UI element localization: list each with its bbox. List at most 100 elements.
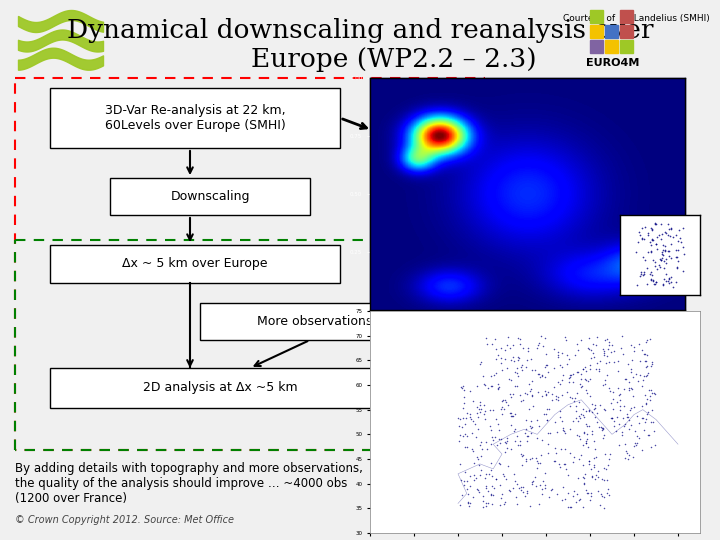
Point: [492, 420, 504, 428]
Point: [500, 355, 511, 364]
Point: [556, 363, 567, 372]
Point: [563, 355, 575, 363]
Point: [675, 238, 687, 247]
Point: [542, 368, 554, 376]
Point: [518, 487, 529, 496]
Point: [541, 361, 553, 369]
Point: [516, 451, 528, 460]
Point: [617, 350, 629, 359]
Point: [626, 340, 637, 349]
Point: [515, 334, 526, 343]
Point: [464, 387, 475, 396]
Point: [554, 361, 566, 369]
Point: [577, 404, 589, 413]
Point: [486, 381, 498, 390]
Point: [577, 502, 588, 511]
Point: [493, 383, 505, 391]
Point: [597, 424, 608, 433]
Point: [557, 423, 569, 432]
Point: [505, 375, 516, 384]
Point: [458, 476, 469, 485]
Point: [467, 445, 478, 454]
Point: [634, 340, 645, 348]
Point: [567, 492, 578, 501]
Point: [591, 409, 603, 417]
FancyBboxPatch shape: [110, 178, 310, 215]
Point: [662, 219, 674, 228]
Point: [495, 494, 507, 502]
Point: [587, 471, 598, 480]
Point: [479, 410, 490, 419]
Point: [495, 460, 506, 468]
Point: [654, 263, 665, 272]
Point: [487, 406, 498, 414]
Point: [626, 384, 638, 393]
Point: [517, 450, 528, 459]
Point: [495, 481, 506, 489]
Point: [522, 344, 534, 353]
Point: [532, 388, 544, 396]
Point: [577, 461, 588, 469]
Point: [467, 447, 479, 456]
Point: [503, 401, 514, 409]
Point: [623, 416, 634, 425]
Point: [531, 416, 542, 425]
Point: [642, 247, 654, 256]
Point: [582, 344, 594, 353]
Point: [569, 397, 580, 406]
Point: [495, 405, 507, 414]
Point: [575, 495, 586, 503]
Point: [535, 481, 546, 489]
Point: [570, 402, 582, 410]
Point: [591, 417, 603, 426]
Point: [485, 426, 497, 435]
Point: [505, 421, 517, 429]
Point: [644, 335, 656, 343]
Point: [639, 349, 650, 358]
Point: [660, 259, 672, 267]
Point: [538, 410, 549, 418]
Point: [464, 472, 476, 481]
Point: [472, 402, 483, 411]
Point: [519, 389, 531, 397]
Point: [557, 426, 568, 435]
Point: [639, 255, 650, 264]
Point: [617, 414, 629, 422]
Point: [623, 455, 634, 463]
Point: [580, 367, 591, 375]
Point: [589, 444, 600, 453]
Point: [642, 370, 653, 379]
Point: [566, 394, 577, 402]
Point: [536, 435, 548, 444]
Point: [537, 342, 549, 350]
Point: [585, 492, 597, 501]
Point: [588, 353, 600, 361]
Point: [649, 220, 661, 228]
Point: [527, 476, 539, 485]
Point: [624, 406, 636, 414]
Text: © Crown Copyright 2012. Source: Met Office: © Crown Copyright 2012. Source: Met Offi…: [15, 515, 234, 525]
Point: [598, 405, 610, 414]
Point: [479, 474, 490, 483]
Point: [456, 384, 467, 393]
Point: [653, 231, 665, 240]
Point: [627, 392, 639, 400]
Point: [561, 350, 572, 359]
Point: [624, 424, 635, 433]
Point: [481, 340, 492, 349]
Point: [654, 261, 665, 270]
Point: [570, 497, 582, 506]
Point: [603, 454, 615, 463]
Point: [472, 382, 483, 390]
Point: [525, 416, 536, 425]
Point: [642, 350, 653, 359]
Point: [533, 339, 544, 347]
Point: [532, 459, 544, 468]
Point: [554, 463, 566, 471]
Point: [608, 357, 620, 366]
Point: [543, 493, 554, 502]
Point: [641, 400, 652, 408]
Point: [635, 267, 647, 276]
Point: [631, 281, 642, 289]
Point: [574, 496, 585, 504]
